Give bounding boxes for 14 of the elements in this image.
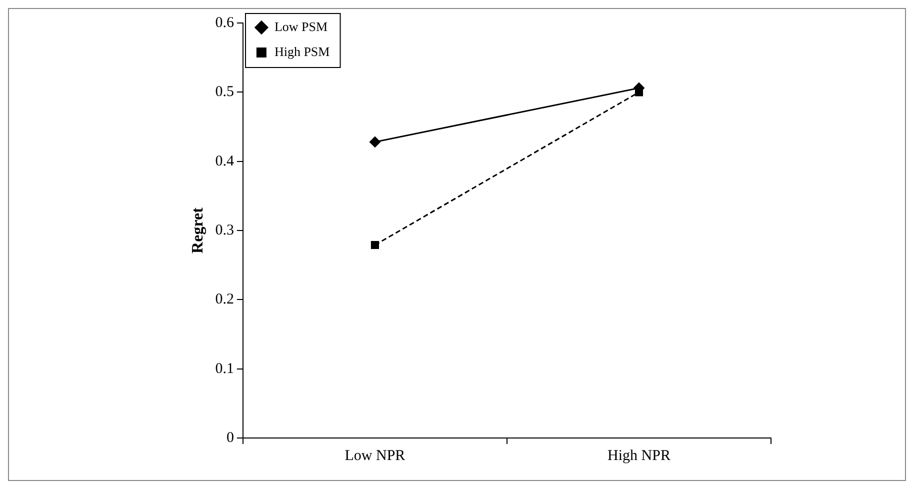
y-tick-label: 0 <box>226 430 234 446</box>
legend-label: Low PSM <box>274 18 328 34</box>
x-tick-label: Low NPR <box>344 448 406 464</box>
point <box>369 136 380 148</box>
y-tick-label: 0.5 <box>215 84 234 100</box>
y-axis-title: Regret <box>190 206 207 254</box>
y-tick-label: 0.6 <box>215 14 234 31</box>
point <box>370 240 379 250</box>
x-tick-label: High NPR <box>608 448 670 464</box>
y-tick-label: 0.2 <box>215 292 234 308</box>
y-tick-label: 0.1 <box>215 360 234 377</box>
y-tick-label: 0.4 <box>215 153 234 170</box>
legend-label: High PSM <box>274 44 330 59</box>
y-tick-label: 0.3 <box>215 222 234 238</box>
